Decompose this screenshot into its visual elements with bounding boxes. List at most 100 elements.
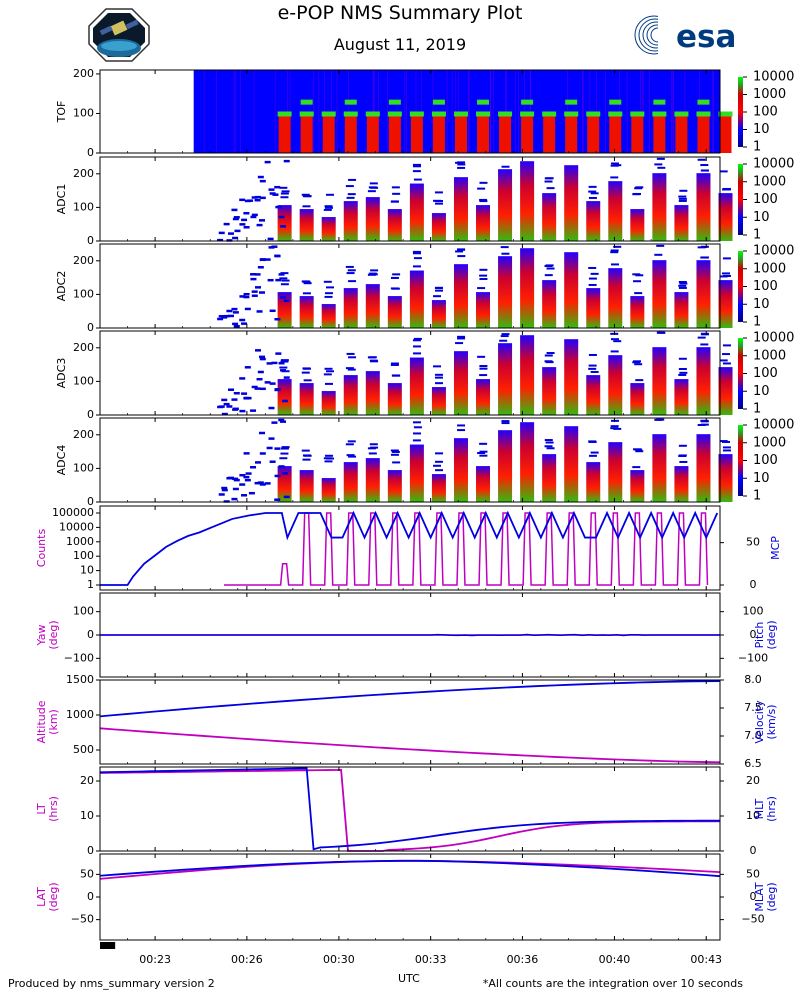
x-tick-label: 00:36 [507, 953, 539, 966]
tof-band-100 [343, 111, 358, 117]
adc4-speck [278, 418, 285, 422]
adc4-speck [412, 421, 421, 424]
adc3-speck [722, 362, 731, 365]
adc4-speck [722, 446, 731, 449]
adc3-speck [259, 357, 266, 361]
adc3-speck [223, 402, 230, 406]
adc3-column [696, 347, 711, 415]
adc2-column [476, 292, 491, 328]
adc3-speck [346, 352, 355, 355]
x-tick-label: 00:43 [690, 953, 722, 966]
adc3-speck [610, 350, 619, 353]
adc2-speck [412, 265, 421, 268]
adc4-column [498, 430, 513, 502]
adc1-speck [264, 160, 271, 164]
adc1-speck [479, 181, 488, 184]
adc2-speck [501, 252, 510, 255]
adc4-speck [457, 424, 466, 427]
adc2-colorbar-label: 1000 [753, 261, 786, 276]
adc1-speck [390, 200, 399, 203]
adc4-speck [588, 454, 597, 457]
adc2-speck [588, 277, 597, 280]
y-tick-label: 0 [87, 628, 94, 641]
adc3-column [365, 371, 380, 415]
tof-ylabel: TOF [55, 101, 68, 124]
adc2-speck [280, 296, 287, 299]
tof-colorbar-label: 10 [753, 122, 770, 137]
adc2-speck [241, 322, 248, 325]
adc4-speck [479, 442, 488, 445]
adc3-speck [390, 363, 399, 366]
adc1-speck [226, 239, 233, 242]
tof-band-100 [299, 111, 314, 117]
adc3-speck [722, 344, 731, 347]
adc4-speck [302, 458, 311, 461]
adc1-speck [588, 185, 597, 188]
y-tick-label-right: 10 [746, 809, 760, 822]
adc4-speck [546, 447, 555, 450]
adc4-colorbar-label: 10000 [753, 418, 794, 433]
adc2-colorbar-label: 10 [753, 297, 770, 312]
adc3-speck [588, 367, 597, 370]
adc2-speck [251, 294, 258, 297]
adc1-speck [412, 170, 421, 173]
adc4-speck [501, 422, 510, 425]
adc4-column [652, 434, 667, 502]
adc4-column [696, 434, 711, 502]
adc4-speck [248, 491, 255, 495]
adc1-speck [279, 186, 288, 189]
adc1-colorbar-label: 100 [753, 192, 778, 207]
adc2-speck [280, 272, 289, 275]
mcp-ylabel: MCP [769, 536, 782, 560]
adc4-speck [239, 483, 246, 486]
adc3-speck [274, 388, 281, 391]
adc3-speck [457, 335, 466, 338]
adc4-speck [302, 454, 311, 457]
adc3-speck [479, 367, 488, 370]
adc1-speck [234, 229, 241, 233]
adc3-speck [433, 365, 442, 368]
adc1-column [321, 217, 336, 241]
adc4-speck [274, 474, 281, 478]
tof-column [499, 115, 512, 153]
adc4-speck [434, 460, 443, 463]
adc2-column [564, 252, 579, 328]
adc1-speck [239, 198, 246, 202]
adc2-speck [412, 252, 421, 255]
adc2-speck [412, 250, 421, 253]
adc4-speck [283, 495, 290, 499]
tof-band-100 [409, 111, 424, 117]
adc1-speck [477, 187, 486, 190]
adc3-speck [722, 353, 731, 356]
adc1-speck [280, 192, 289, 195]
y-tick-label: 0 [87, 408, 94, 421]
adc4-speck [722, 440, 731, 443]
adc2-speck [457, 255, 466, 258]
adc3-column [453, 351, 468, 415]
adc4-speck [545, 441, 554, 444]
adc3-speck [697, 336, 706, 339]
adc2-speck [500, 246, 509, 249]
y-tick-label-right: −50 [741, 913, 764, 926]
altitude-ylabel-line: (km) [47, 709, 60, 735]
adc2-speck [413, 257, 422, 260]
adc4-speck [274, 447, 281, 450]
adc1-speck [217, 238, 224, 242]
y-tick-label: 100 [73, 106, 94, 119]
y-tick-label: 10000 [59, 520, 94, 533]
tof-column [653, 115, 666, 153]
adc4-speck [656, 418, 665, 421]
adc3-speck [221, 398, 228, 402]
y-tick-label-right: 7.5 [744, 701, 762, 714]
adc2-speck [455, 250, 464, 253]
adc3-speck [700, 343, 709, 346]
tof-band-100 [542, 111, 557, 117]
mlat-ylabel-line: MLAT [753, 882, 766, 912]
adc1-column [409, 183, 424, 241]
adc1-speck [546, 187, 555, 190]
y-tick-label-right: −100 [738, 651, 768, 664]
adc4-speck [244, 478, 251, 482]
adc2-speck [303, 282, 312, 285]
adc4-speck [281, 446, 290, 449]
adc1-speck [413, 178, 422, 181]
